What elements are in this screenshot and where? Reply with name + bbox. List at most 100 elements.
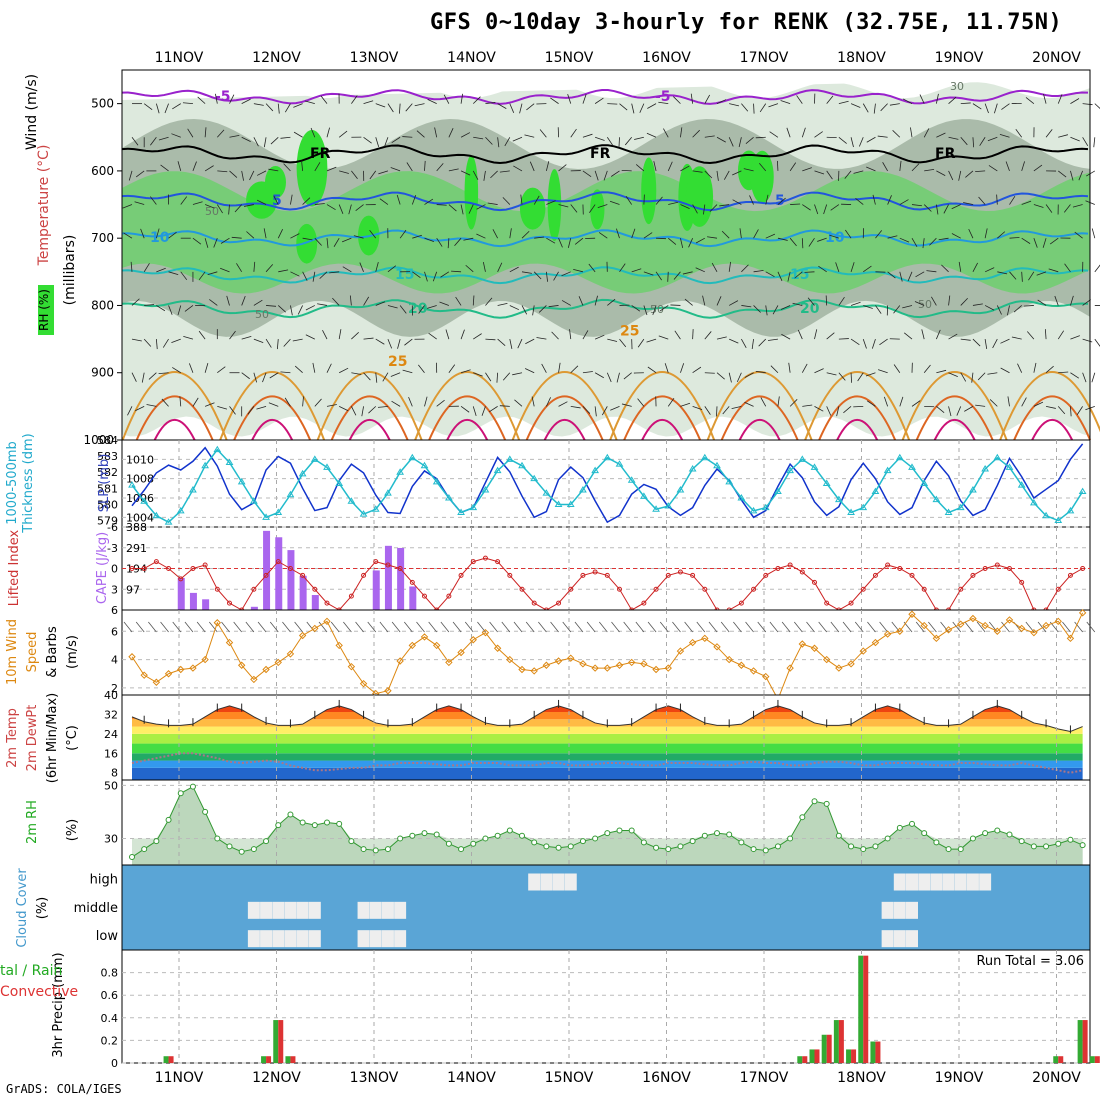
wind-barb [862, 103, 869, 113]
wind10-barb [343, 621, 352, 633]
temp-band [132, 726, 1083, 734]
wind-barb [305, 305, 315, 311]
rh2m-point [275, 822, 282, 829]
wind-barb [621, 403, 632, 407]
wind-barb [569, 329, 572, 340]
date-label-top: 14NOV [447, 50, 496, 66]
wind10-barb [1062, 621, 1071, 633]
precip-conv-bar [875, 1041, 881, 1063]
wind-barb [263, 137, 267, 148]
wind-barb [964, 406, 974, 412]
wind-barb [253, 299, 263, 306]
wind-barb [192, 201, 203, 205]
li-point [751, 586, 757, 592]
wind-barb [379, 198, 389, 205]
wind-barb [333, 237, 340, 247]
li-point [994, 562, 1000, 568]
wind10-barb [428, 621, 437, 633]
cape-tick: 388 [126, 521, 147, 534]
wind-barb [936, 132, 946, 138]
li-point [409, 579, 415, 585]
wind-barb [716, 296, 722, 306]
wind-barb [863, 305, 873, 309]
axis-label-convective: Convective [0, 984, 78, 1000]
temp-contour-35 [933, 419, 976, 441]
li-point [202, 562, 208, 568]
wind-barb [603, 170, 608, 181]
wind-barb [637, 398, 645, 407]
temp-contour [121, 298, 1089, 319]
wind-barb [646, 338, 657, 343]
wind-barb [550, 97, 559, 104]
wind-barb [739, 228, 742, 239]
rh2m-point [994, 827, 1001, 834]
temp-contour-35 [153, 419, 196, 441]
wind-barb [960, 102, 971, 105]
wind-barb [301, 160, 304, 171]
temp-contour-35 [348, 419, 391, 441]
wind-barb [265, 264, 274, 273]
wind10-barb [209, 621, 218, 633]
thickness-point [1005, 463, 1014, 470]
thickness-point [481, 485, 490, 493]
wind-barb [512, 372, 523, 376]
wind-barb [948, 96, 957, 104]
axis-label-lifted: Lifted Index [7, 529, 22, 606]
wind-point [177, 665, 185, 674]
wind-barb [716, 372, 725, 380]
wind-barb [692, 170, 703, 173]
wind-barb [738, 137, 742, 148]
temp-tick: 8 [111, 767, 118, 780]
wind-point [810, 644, 819, 652]
wind-point [603, 664, 612, 672]
wind-barb [497, 302, 508, 306]
wind-point [896, 627, 904, 635]
wind-barb [716, 136, 726, 143]
wind-barb [270, 136, 279, 145]
wind10-barb [294, 621, 303, 633]
wind-barb [703, 204, 706, 215]
wind-barb [496, 372, 499, 383]
wind-barb [499, 170, 510, 173]
wind-barb [736, 372, 742, 383]
wind-barb [1086, 170, 1096, 177]
wind-barb [1058, 371, 1069, 374]
date-label-top: 18NOV [837, 50, 886, 66]
thickness-point [993, 453, 1002, 461]
wind-barb [875, 230, 883, 239]
wind-barb [1027, 331, 1035, 340]
wind-barb [418, 305, 425, 314]
wind10-barb [745, 621, 754, 633]
rh-core [296, 223, 318, 264]
temp-contour-25 [414, 371, 521, 441]
wind-barb [209, 299, 218, 306]
wind10-barb [696, 621, 706, 633]
wind-barb [1072, 204, 1083, 208]
cloud-block [906, 901, 918, 919]
wind-barb [1025, 97, 1035, 104]
wind-barb [1094, 103, 1100, 110]
rh2m-point [470, 840, 477, 847]
wind-barb [180, 196, 188, 205]
wind10-barb [781, 621, 791, 633]
thickness-point [152, 511, 161, 519]
thick-tick: 579 [97, 515, 118, 528]
wind-barb [601, 406, 608, 416]
wind-barb [351, 406, 357, 416]
wind-barb [1045, 204, 1053, 213]
wind-barb [220, 267, 230, 273]
thickness-point [371, 505, 380, 512]
wind-point [883, 630, 892, 638]
precip-bar [285, 1056, 291, 1063]
wind-barb [164, 103, 169, 114]
axis-label-cloud: Cloud Cover [15, 868, 30, 948]
li-point [1019, 579, 1025, 585]
wind-barb [977, 372, 986, 381]
wind-barb [472, 295, 475, 306]
wind-barb [312, 271, 316, 282]
wind-barb [140, 228, 145, 239]
wind-barb [524, 134, 535, 138]
wind10-barb [318, 621, 328, 633]
wind-barb [490, 170, 498, 179]
li-point [531, 600, 537, 606]
